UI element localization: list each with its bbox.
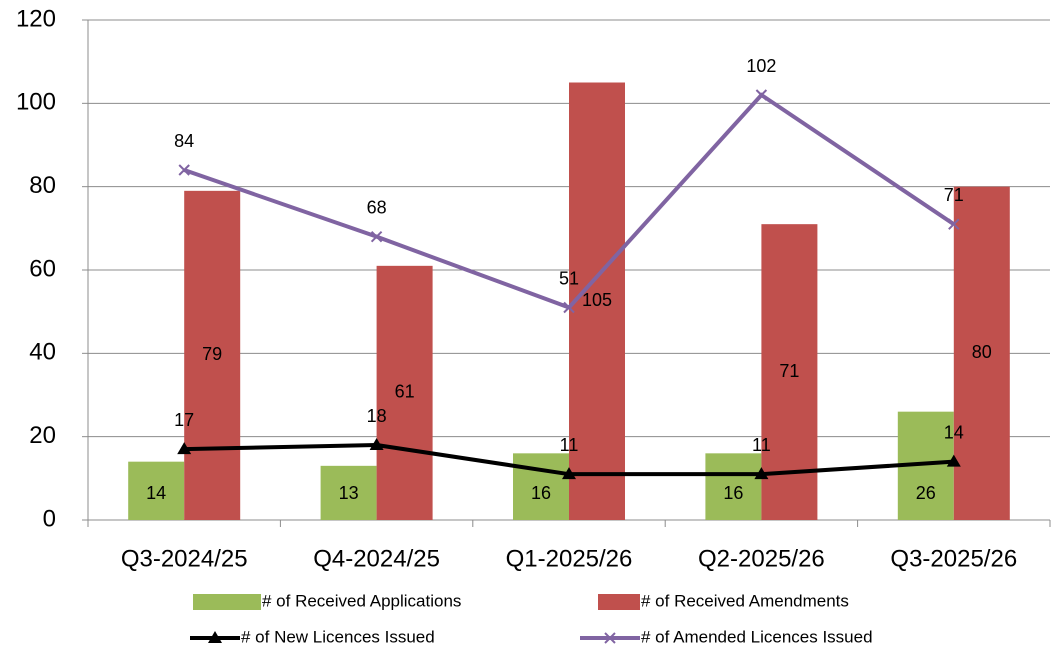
legend-swatch [193, 594, 261, 610]
x-tick-label: Q1-2025/26 [506, 545, 633, 572]
line-marker [563, 301, 575, 314]
y-tick-label: 60 [29, 255, 56, 282]
data-label: 17 [174, 410, 194, 430]
bar [705, 453, 762, 520]
y-tick-label: 120 [16, 5, 56, 32]
x-tick-label: Q3-2024/25 [121, 545, 248, 572]
bar [376, 265, 433, 520]
data-label: 71 [779, 361, 799, 381]
data-label: 71 [944, 185, 964, 205]
bar [569, 82, 625, 520]
legend-marker [604, 632, 616, 644]
data-label: 80 [972, 342, 992, 362]
x-tick-label: Q2-2025/26 [698, 545, 825, 572]
data-label: 102 [746, 56, 776, 76]
data-label: 11 [752, 435, 771, 455]
line-marker [370, 230, 383, 243]
bar [320, 465, 377, 520]
y-tick-label: 40 [29, 339, 56, 366]
line-marker [946, 454, 961, 467]
line-marker [754, 467, 769, 480]
bar [128, 461, 185, 520]
data-label: 14 [944, 422, 964, 442]
line-marker [562, 467, 576, 480]
data-label: 68 [367, 197, 387, 217]
data-label: 16 [723, 483, 743, 503]
data-label: 18 [367, 406, 387, 426]
data-label: 11 [560, 435, 579, 455]
line-marker [178, 164, 190, 176]
legend-label: # of Received Amendments [641, 591, 849, 610]
data-label: 16 [531, 483, 551, 503]
data-label: 61 [395, 382, 415, 402]
bar [953, 186, 1010, 520]
x-tick-label: Q3-2025/26 [890, 545, 1017, 572]
line-marker [755, 89, 768, 101]
x-tick-label: Q4-2024/25 [313, 545, 440, 572]
legend-label: # of Amended Licences Issued [641, 627, 873, 646]
line-marker [369, 438, 384, 450]
legend-label: # of Received Applications [262, 591, 461, 610]
data-label: 26 [916, 483, 936, 503]
y-tick-label: 20 [29, 422, 56, 449]
legend-label: # of New Licences Issued [241, 627, 435, 646]
data-label: 13 [339, 483, 359, 503]
data-label: 79 [202, 344, 222, 364]
line-marker [948, 218, 960, 230]
data-label: 14 [146, 483, 166, 503]
data-label: 51 [559, 268, 579, 288]
legend-marker [208, 631, 222, 643]
data-label: 84 [174, 131, 194, 151]
data-label: 105 [582, 290, 612, 310]
line-marker [177, 442, 192, 455]
y-tick-label: 100 [16, 89, 56, 116]
y-tick-label: 80 [29, 172, 56, 199]
y-tick-label: 0 [43, 505, 56, 532]
legend-swatch [598, 594, 640, 610]
bar [184, 190, 241, 521]
bar [513, 453, 569, 520]
